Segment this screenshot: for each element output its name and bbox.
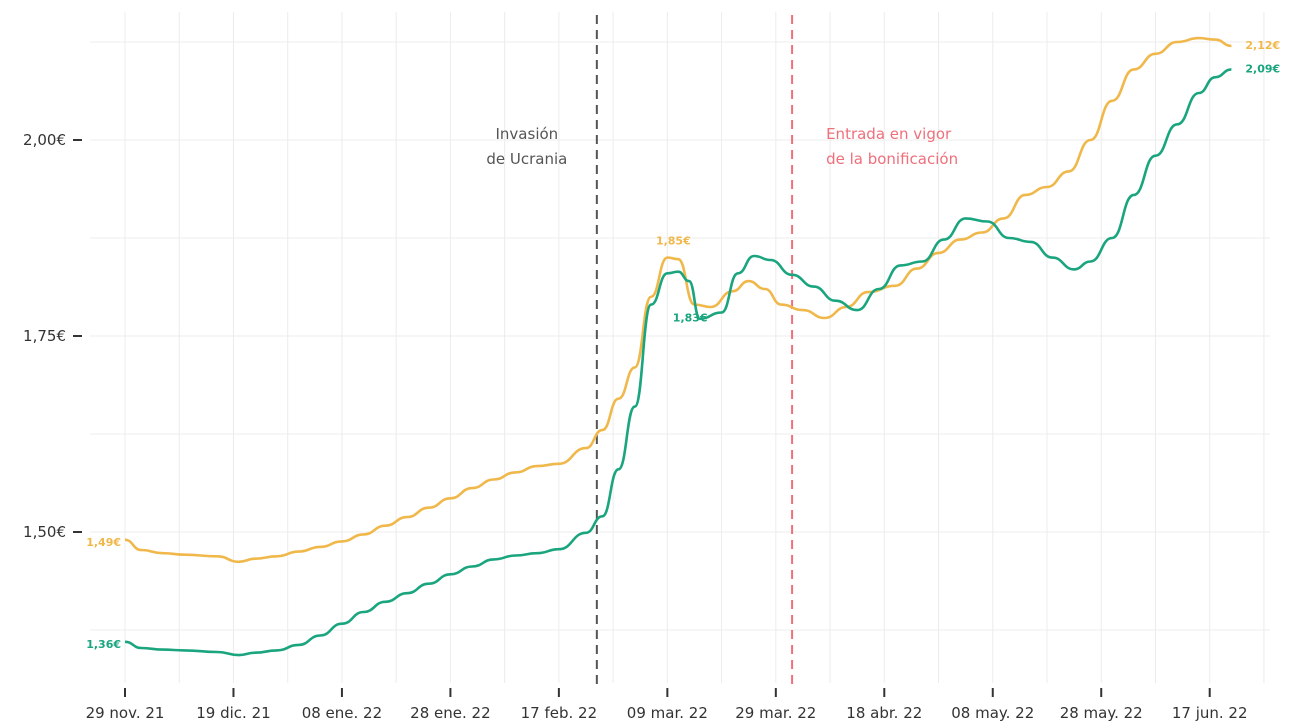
series-line-gasolina xyxy=(124,36,1232,564)
x-tick-label: 17 feb. 22 xyxy=(521,704,598,722)
x-tick-label: 28 ene. 22 xyxy=(410,704,490,722)
end-value-label: 2,12€ xyxy=(1245,39,1280,52)
x-tick-label: 28 may. 22 xyxy=(1060,704,1143,722)
event-label: de la bonificación xyxy=(826,150,958,168)
event-label: de Ucrania xyxy=(486,150,567,168)
x-tick-label: 09 mar. 22 xyxy=(627,704,708,722)
point-labels: 1,49€ 2,12€ 1,85€ 1,36€ 2,09€ 1,83€ xyxy=(86,39,1280,651)
x-axis: 29 nov. 21 19 dic. 21 08 ene. 22 28 ene. 22… xyxy=(86,688,1248,722)
annotations: Invasión de Ucrania Entrada en vigor de la … xyxy=(486,15,958,690)
grid xyxy=(90,12,1270,683)
start-value-label: 1,36€ xyxy=(86,638,121,651)
y-axis: 1,50€ 1,75€ 2,00€ xyxy=(23,131,82,541)
y-tick-label: 2,00€ xyxy=(23,131,66,149)
peak-value-label: 1,83€ xyxy=(673,312,708,325)
end-value-label: 2,09€ xyxy=(1245,62,1280,75)
x-tick-label: 18 abr. 22 xyxy=(846,704,922,722)
x-tick-label: 08 may. 22 xyxy=(951,704,1034,722)
series xyxy=(124,36,1232,657)
x-tick-label: 29 nov. 21 xyxy=(86,704,165,722)
x-tick-label: 08 ene. 22 xyxy=(302,704,382,722)
event-label: Invasión xyxy=(496,125,559,143)
start-value-label: 1,49€ xyxy=(86,536,121,549)
event-label: Entrada en vigor xyxy=(826,125,952,143)
y-tick-label: 1,75€ xyxy=(23,327,66,345)
x-tick-label: 19 dic. 21 xyxy=(196,704,270,722)
x-tick-label: 17 jun. 22 xyxy=(1172,704,1248,722)
peak-value-label: 1,85€ xyxy=(656,235,691,248)
series-line-diesel xyxy=(124,68,1232,657)
x-tick-label: 29 mar. 22 xyxy=(735,704,816,722)
y-tick-label: 1,50€ xyxy=(23,523,66,541)
